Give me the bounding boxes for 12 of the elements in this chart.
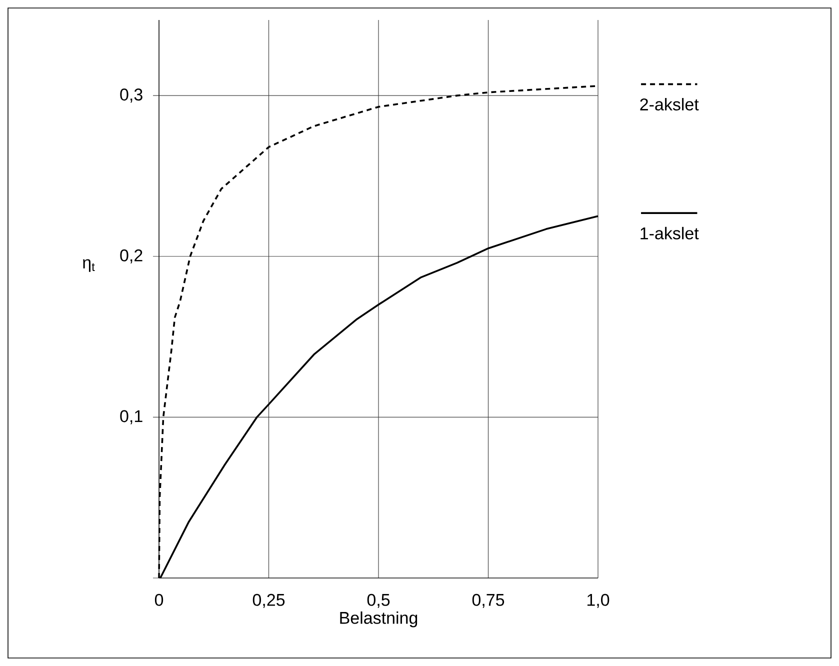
x-tick-label: 0,25 xyxy=(252,594,285,608)
legend-label: 1-akslet xyxy=(640,226,699,240)
x-tick-label: 0,5 xyxy=(367,594,390,608)
y-axis-title: η$_{t}$ xyxy=(83,259,95,272)
y-tick-label: 0,1 xyxy=(120,410,142,424)
x-tick-label: 1,0 xyxy=(587,594,610,608)
x-axis-title: Belastning xyxy=(340,611,418,628)
legend-label: 2-akslet xyxy=(640,98,699,110)
x-tick-label: 0 xyxy=(154,594,164,606)
y-tick-label: 0,3 xyxy=(120,88,142,103)
y-tick-label: 0,2 xyxy=(120,249,142,264)
x-tick-label: 0,75 xyxy=(472,594,504,608)
